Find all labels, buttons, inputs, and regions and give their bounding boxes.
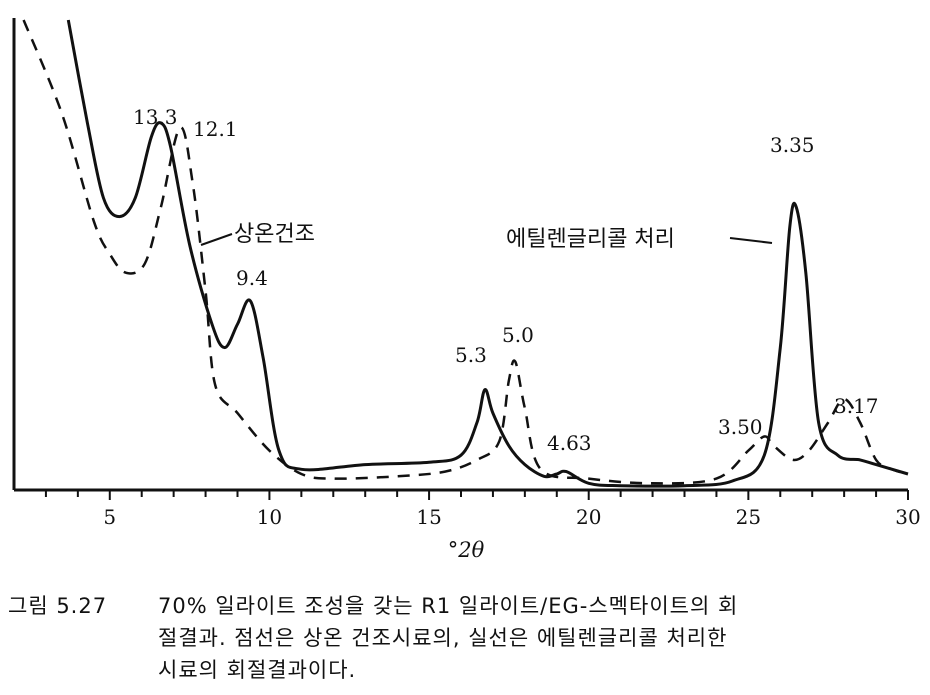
caption-line: 시료의 회절결과이다. — [158, 658, 357, 682]
x-tick-label: 10 — [257, 505, 282, 529]
x-tick-label: 15 — [416, 505, 441, 529]
caption-line: 70% 일라이트 조성을 갖는 R1 일라이트/EG-스멕타이트의 회 — [158, 594, 739, 618]
x-axis-title: °2θ — [448, 538, 485, 562]
x-tick-label: 25 — [736, 505, 761, 529]
series-line-glycol — [66, 19, 909, 488]
peak-label-3-17: 3.17 — [834, 394, 879, 418]
chart-axes — [12, 18, 908, 492]
peak-label-4-63: 4.63 — [547, 431, 592, 455]
dashed-series-leader — [200, 233, 233, 246]
peak-label-9-4: 9.4 — [236, 266, 268, 290]
peak-label-5-3: 5.3 — [455, 343, 487, 367]
x-ticks — [44, 490, 909, 500]
xrd-chart: 5 10 15 20 25 30 13.3 12.1 9.4 5.3 5.0 4.63 3… — [12, 18, 921, 562]
legend-label-dried: 상온건조 — [234, 222, 315, 247]
peak-label-13-3: 13.3 — [133, 105, 178, 129]
x-tick-label: 30 — [895, 505, 920, 529]
figure-caption: 그림 5.27 70% 일라이트 조성을 갖는 R1 일라이트/EG-스멕타이트… — [8, 590, 923, 682]
series-layer — [22, 19, 909, 488]
peak-label-5-0: 5.0 — [502, 323, 534, 347]
peak-label-3-50: 3.50 — [718, 415, 763, 439]
series-line-dried — [22, 19, 909, 485]
x-tick-label: 20 — [576, 505, 601, 529]
caption-line: 절결과. 점선은 상온 건조시료의, 실선은 에틸렌글리콜 처리한 — [158, 626, 728, 650]
peak-label-3-35: 3.35 — [770, 133, 815, 157]
caption-number: 그림 5.27 — [8, 594, 108, 618]
legend-label-glycol: 에틸렌글리콜 처리 — [506, 227, 675, 252]
caption-body: 70% 일라이트 조성을 갖는 R1 일라이트/EG-스멕타이트의 회 절결과.… — [158, 590, 923, 686]
x-tick-label: 5 — [103, 505, 116, 529]
x-tick-labels: 5 10 15 20 25 30 — [103, 505, 920, 529]
peak-label-12-1: 12.1 — [193, 117, 238, 141]
solid-series-leader — [729, 237, 773, 244]
